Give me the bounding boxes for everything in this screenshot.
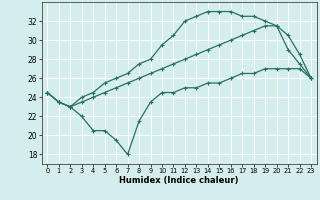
X-axis label: Humidex (Indice chaleur): Humidex (Indice chaleur) xyxy=(119,176,239,185)
